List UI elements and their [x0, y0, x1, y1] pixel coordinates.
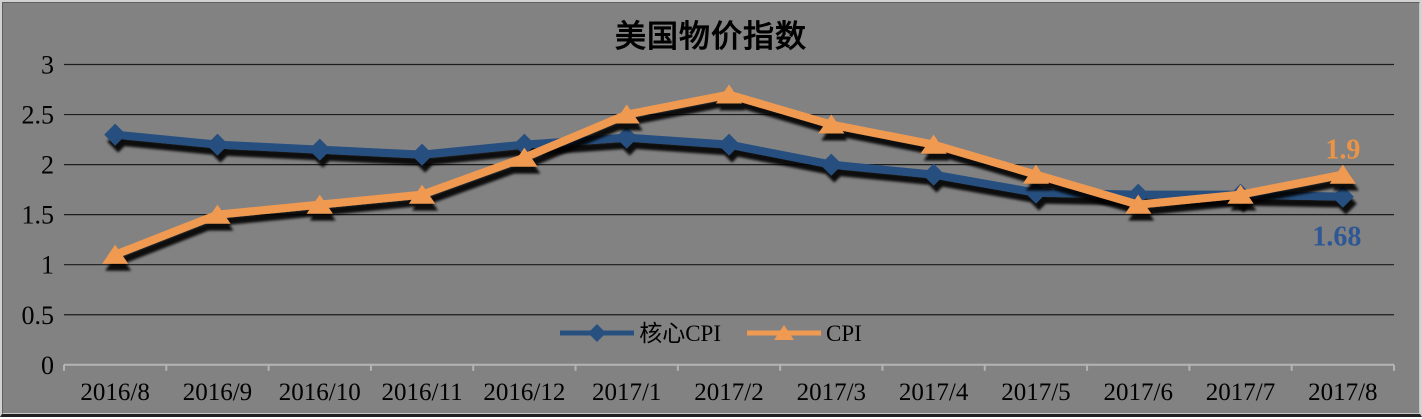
cpi-triangle-marker: [818, 114, 845, 134]
x-axis-tick-label: 2017/2: [694, 379, 763, 406]
cpi-triangle-marker: [1022, 164, 1049, 184]
core-cpi-diamond-marker: [206, 133, 229, 156]
x-axis-tick-label: 2017/8: [1308, 379, 1377, 406]
y-axis-tick-label: 2: [41, 151, 54, 180]
y-axis-tick-label: 2.5: [22, 101, 55, 130]
series-core-cpi: [104, 123, 1354, 208]
chart-title: 美国物价指数: [615, 19, 807, 54]
core-cpi-diamond-marker: [104, 123, 127, 146]
y-axis-tick-label: 0: [41, 351, 54, 380]
x-axis-tick-label: 2017/6: [1104, 379, 1173, 406]
cpi-triangle-marker: [1125, 194, 1152, 214]
x-axis-tick-label: 2016/8: [80, 379, 149, 406]
legend-label-core-cpi: 核心CPI: [639, 320, 721, 346]
core-cpi-diamond-marker: [1024, 181, 1047, 204]
x-axis-tick-label: 2017/7: [1206, 379, 1275, 406]
legend: 核心CPI CPI: [2, 317, 1420, 349]
y-axis-tick-label: 1.5: [22, 201, 55, 230]
core-cpi-diamond-marker: [718, 133, 740, 156]
cpi-triangle-marker: [613, 104, 640, 124]
y-axis-tick-label: 1: [41, 251, 54, 280]
y-axis-tick-label: 0.5: [22, 301, 55, 330]
cpi-triangle-marker: [511, 147, 538, 167]
x-axis-tick-label: 2016/11: [382, 379, 463, 406]
x-axis-tick-label: 2016/10: [279, 379, 361, 406]
core-cpi-diamond-marker: [615, 126, 638, 149]
core-cpi-diamond-marker: [411, 143, 434, 166]
cpi-triangle-marker: [1329, 164, 1356, 184]
x-axis-tick-label: 2016/12: [483, 379, 565, 406]
cpi-triangle-marker: [920, 134, 947, 154]
y-axis-tick-label: 3: [41, 51, 54, 80]
cpi-triangle-marker: [102, 244, 129, 264]
cpi-triangle-marker: [716, 84, 742, 104]
core-cpi-diamond-marker: [1331, 185, 1354, 208]
legend-item-core-cpi: 核心CPI: [560, 322, 721, 345]
cpi-triangle-marker: [409, 184, 436, 204]
series-cpi-line: [113, 90, 1344, 259]
core-cpi-diamond-marker: [922, 163, 945, 186]
core-cpi-diamond-marker: [820, 153, 843, 176]
cpi-triangle-marker: [1227, 184, 1254, 204]
x-axis-tick-label: 2017/3: [797, 379, 866, 406]
x-axis-tick-label: 2017/5: [1001, 379, 1070, 406]
core-cpi-diamond-marker: [513, 133, 536, 156]
x-axis-tick-label: 2016/9: [183, 379, 252, 406]
x-axis-tick-label: 2017/4: [899, 379, 969, 406]
cpi-triangle-marker: [306, 194, 333, 214]
x-axis-tick-label: 2017/1: [592, 379, 661, 406]
legend-item-cpi: CPI: [747, 322, 862, 345]
data-label-cpi: 1.9: [1325, 135, 1360, 166]
cpi-triangle-marker-icon: [747, 325, 821, 340]
core-cpi-diamond-marker-icon: [560, 324, 635, 342]
core-cpi-diamond-marker: [308, 138, 331, 161]
legend-label-cpi: CPI: [826, 320, 862, 346]
cpi-triangle-marker: [204, 204, 231, 224]
data-label-core-cpi: 1.68: [1312, 222, 1361, 253]
series-cpi: [102, 84, 1356, 264]
